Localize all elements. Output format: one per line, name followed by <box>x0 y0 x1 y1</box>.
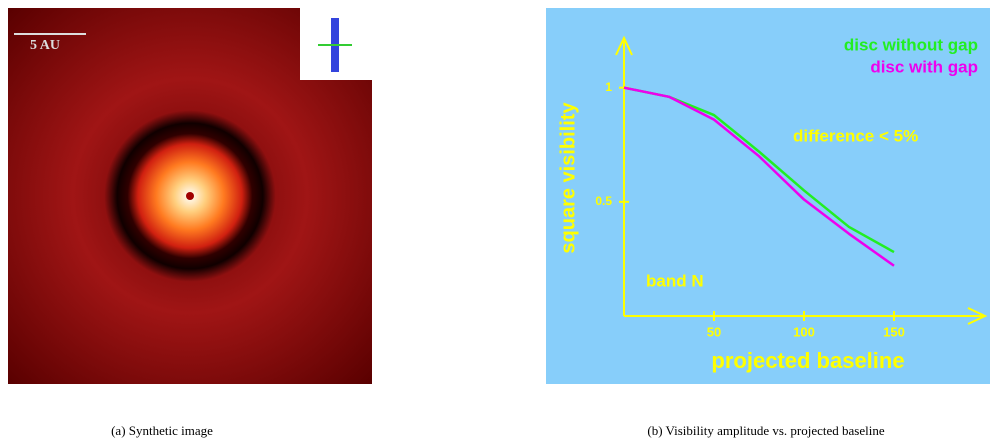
legend-label: disc without gap <box>844 35 978 54</box>
x-axis-label: projected baseline <box>711 348 904 373</box>
x-arrow <box>967 307 988 325</box>
plot-background <box>546 8 990 384</box>
y-arrow <box>615 35 633 56</box>
caption: (b) Visibility amplitude vs. projected b… <box>647 423 884 438</box>
annotation: difference < 5% <box>793 126 918 145</box>
synthetic-image: 5 AU <box>8 8 372 384</box>
legend-label: disc with gap <box>870 57 978 76</box>
y-tick-label: 0.5 <box>595 194 612 208</box>
star <box>186 192 194 200</box>
series-line <box>623 86 895 267</box>
x-tick-label: 50 <box>707 324 721 339</box>
y-axis-label: square visibility <box>557 102 579 254</box>
caption: (a) Synthetic image <box>111 423 213 438</box>
y-tick-label: 1 <box>605 80 612 94</box>
x-tick-label: 150 <box>883 324 905 339</box>
scale-label: 5 AU <box>30 38 60 53</box>
annotation: band N <box>646 271 704 290</box>
x-tick-label: 100 <box>793 324 815 339</box>
